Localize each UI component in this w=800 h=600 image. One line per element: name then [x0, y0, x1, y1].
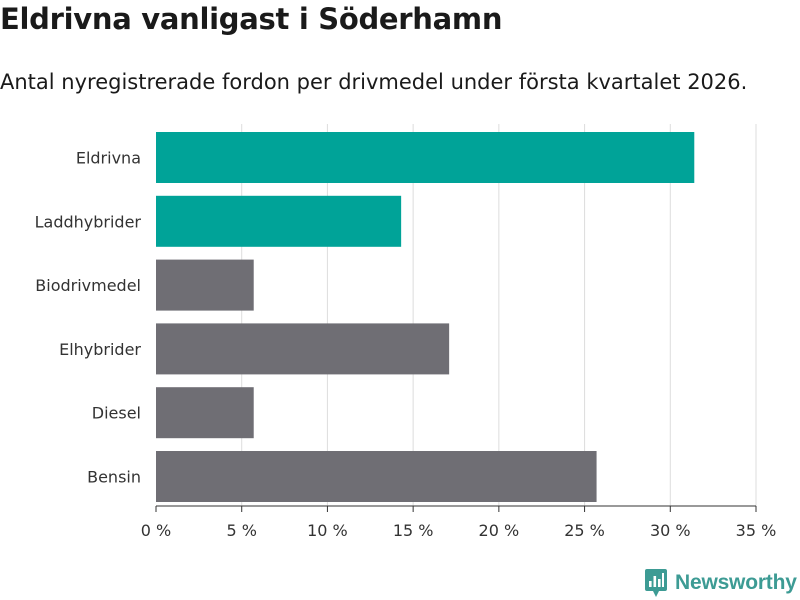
tick-label: 25 %: [564, 521, 605, 540]
tick-label: 30 %: [650, 521, 691, 540]
chart-title: Eldrivna vanligast i Söderhamn: [0, 2, 503, 36]
bar-laddhybrider: [156, 195, 402, 247]
category-label-laddhybrider: Laddhybrider: [35, 212, 142, 231]
tick-label: 5 %: [226, 521, 256, 540]
category-label-diesel: Diesel: [92, 404, 141, 423]
tick-label: 20 %: [479, 521, 520, 540]
category-label-biodrivmedel: Biodrivmedel: [35, 276, 141, 295]
tick-label: 0 %: [141, 521, 171, 540]
tick-label: 35 %: [736, 521, 777, 540]
category-label-eldrivna: Eldrivna: [76, 149, 141, 168]
bars: [156, 132, 695, 502]
grid-lines: [241, 124, 757, 506]
x-axis-ticks: 0 % 5 % 10 % 15 % 20 % 25 % 30 % 35 %: [141, 506, 777, 540]
newsworthy-logo-icon: [645, 569, 667, 597]
bar-elhybrider: [156, 323, 450, 375]
bar-biodrivmedel: [156, 259, 254, 311]
category-label-bensin: Bensin: [87, 468, 141, 487]
newsworthy-logo-text: Newsworthy: [675, 571, 797, 594]
category-label-elhybrider: Elhybrider: [59, 340, 141, 359]
chart-subtitle: Antal nyregistrerade fordon per drivmede…: [0, 70, 748, 94]
category-labels: Eldrivna Laddhybrider Biodrivmedel Elhybrid…: [35, 149, 142, 487]
tick-label: 10 %: [307, 521, 348, 540]
bar-diesel: [156, 387, 254, 439]
tick-label: 15 %: [393, 521, 434, 540]
bar-eldrivna: [156, 132, 695, 183]
bar-bensin: [156, 451, 597, 502]
newsworthy-logo: Newsworthy: [644, 568, 797, 598]
